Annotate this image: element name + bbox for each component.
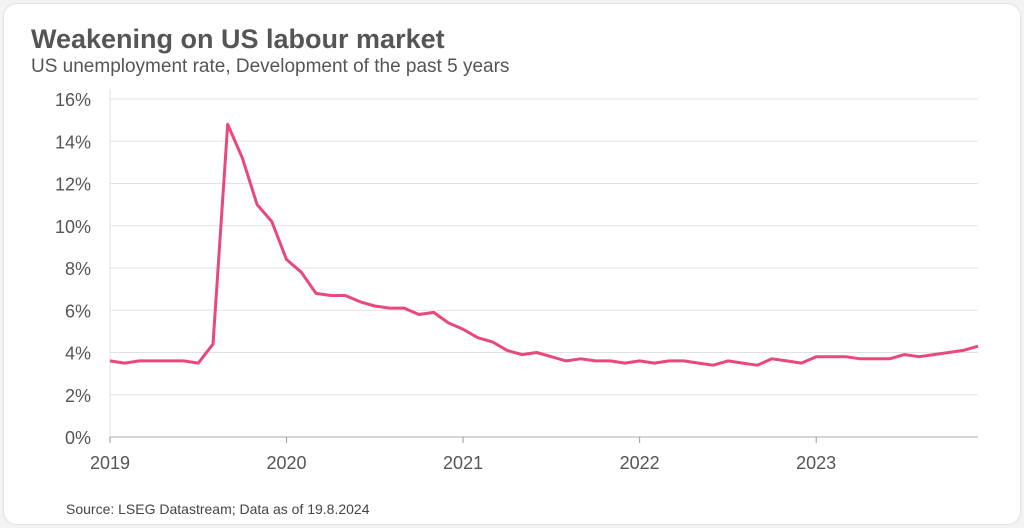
x-tick-label: 2020 [267, 453, 307, 473]
y-tick-label: 12% [55, 175, 91, 195]
x-tick-label: 2023 [796, 453, 836, 473]
unemployment-line [109, 122, 979, 367]
y-tick-label: 16% [55, 90, 91, 110]
y-tick-label: 8% [65, 259, 91, 279]
y-tick-label: 0% [65, 428, 91, 448]
chart-subtitle: US unemployment rate, Development of the… [31, 56, 510, 77]
y-tick-label: 10% [55, 217, 91, 237]
y-tick-label: 2% [65, 386, 91, 406]
x-tick-label: 2021 [443, 453, 483, 473]
chart-source: Source: LSEG Datastream; Data as of 19.8… [66, 501, 370, 517]
y-tick-label: 6% [65, 301, 91, 321]
y-tick-label: 4% [65, 344, 91, 364]
x-tick-label: 2022 [620, 453, 660, 473]
chart-title: Weakening on US labour market [31, 24, 445, 54]
y-tick-label: 14% [55, 132, 91, 152]
x-tick-label: 2019 [90, 453, 130, 473]
